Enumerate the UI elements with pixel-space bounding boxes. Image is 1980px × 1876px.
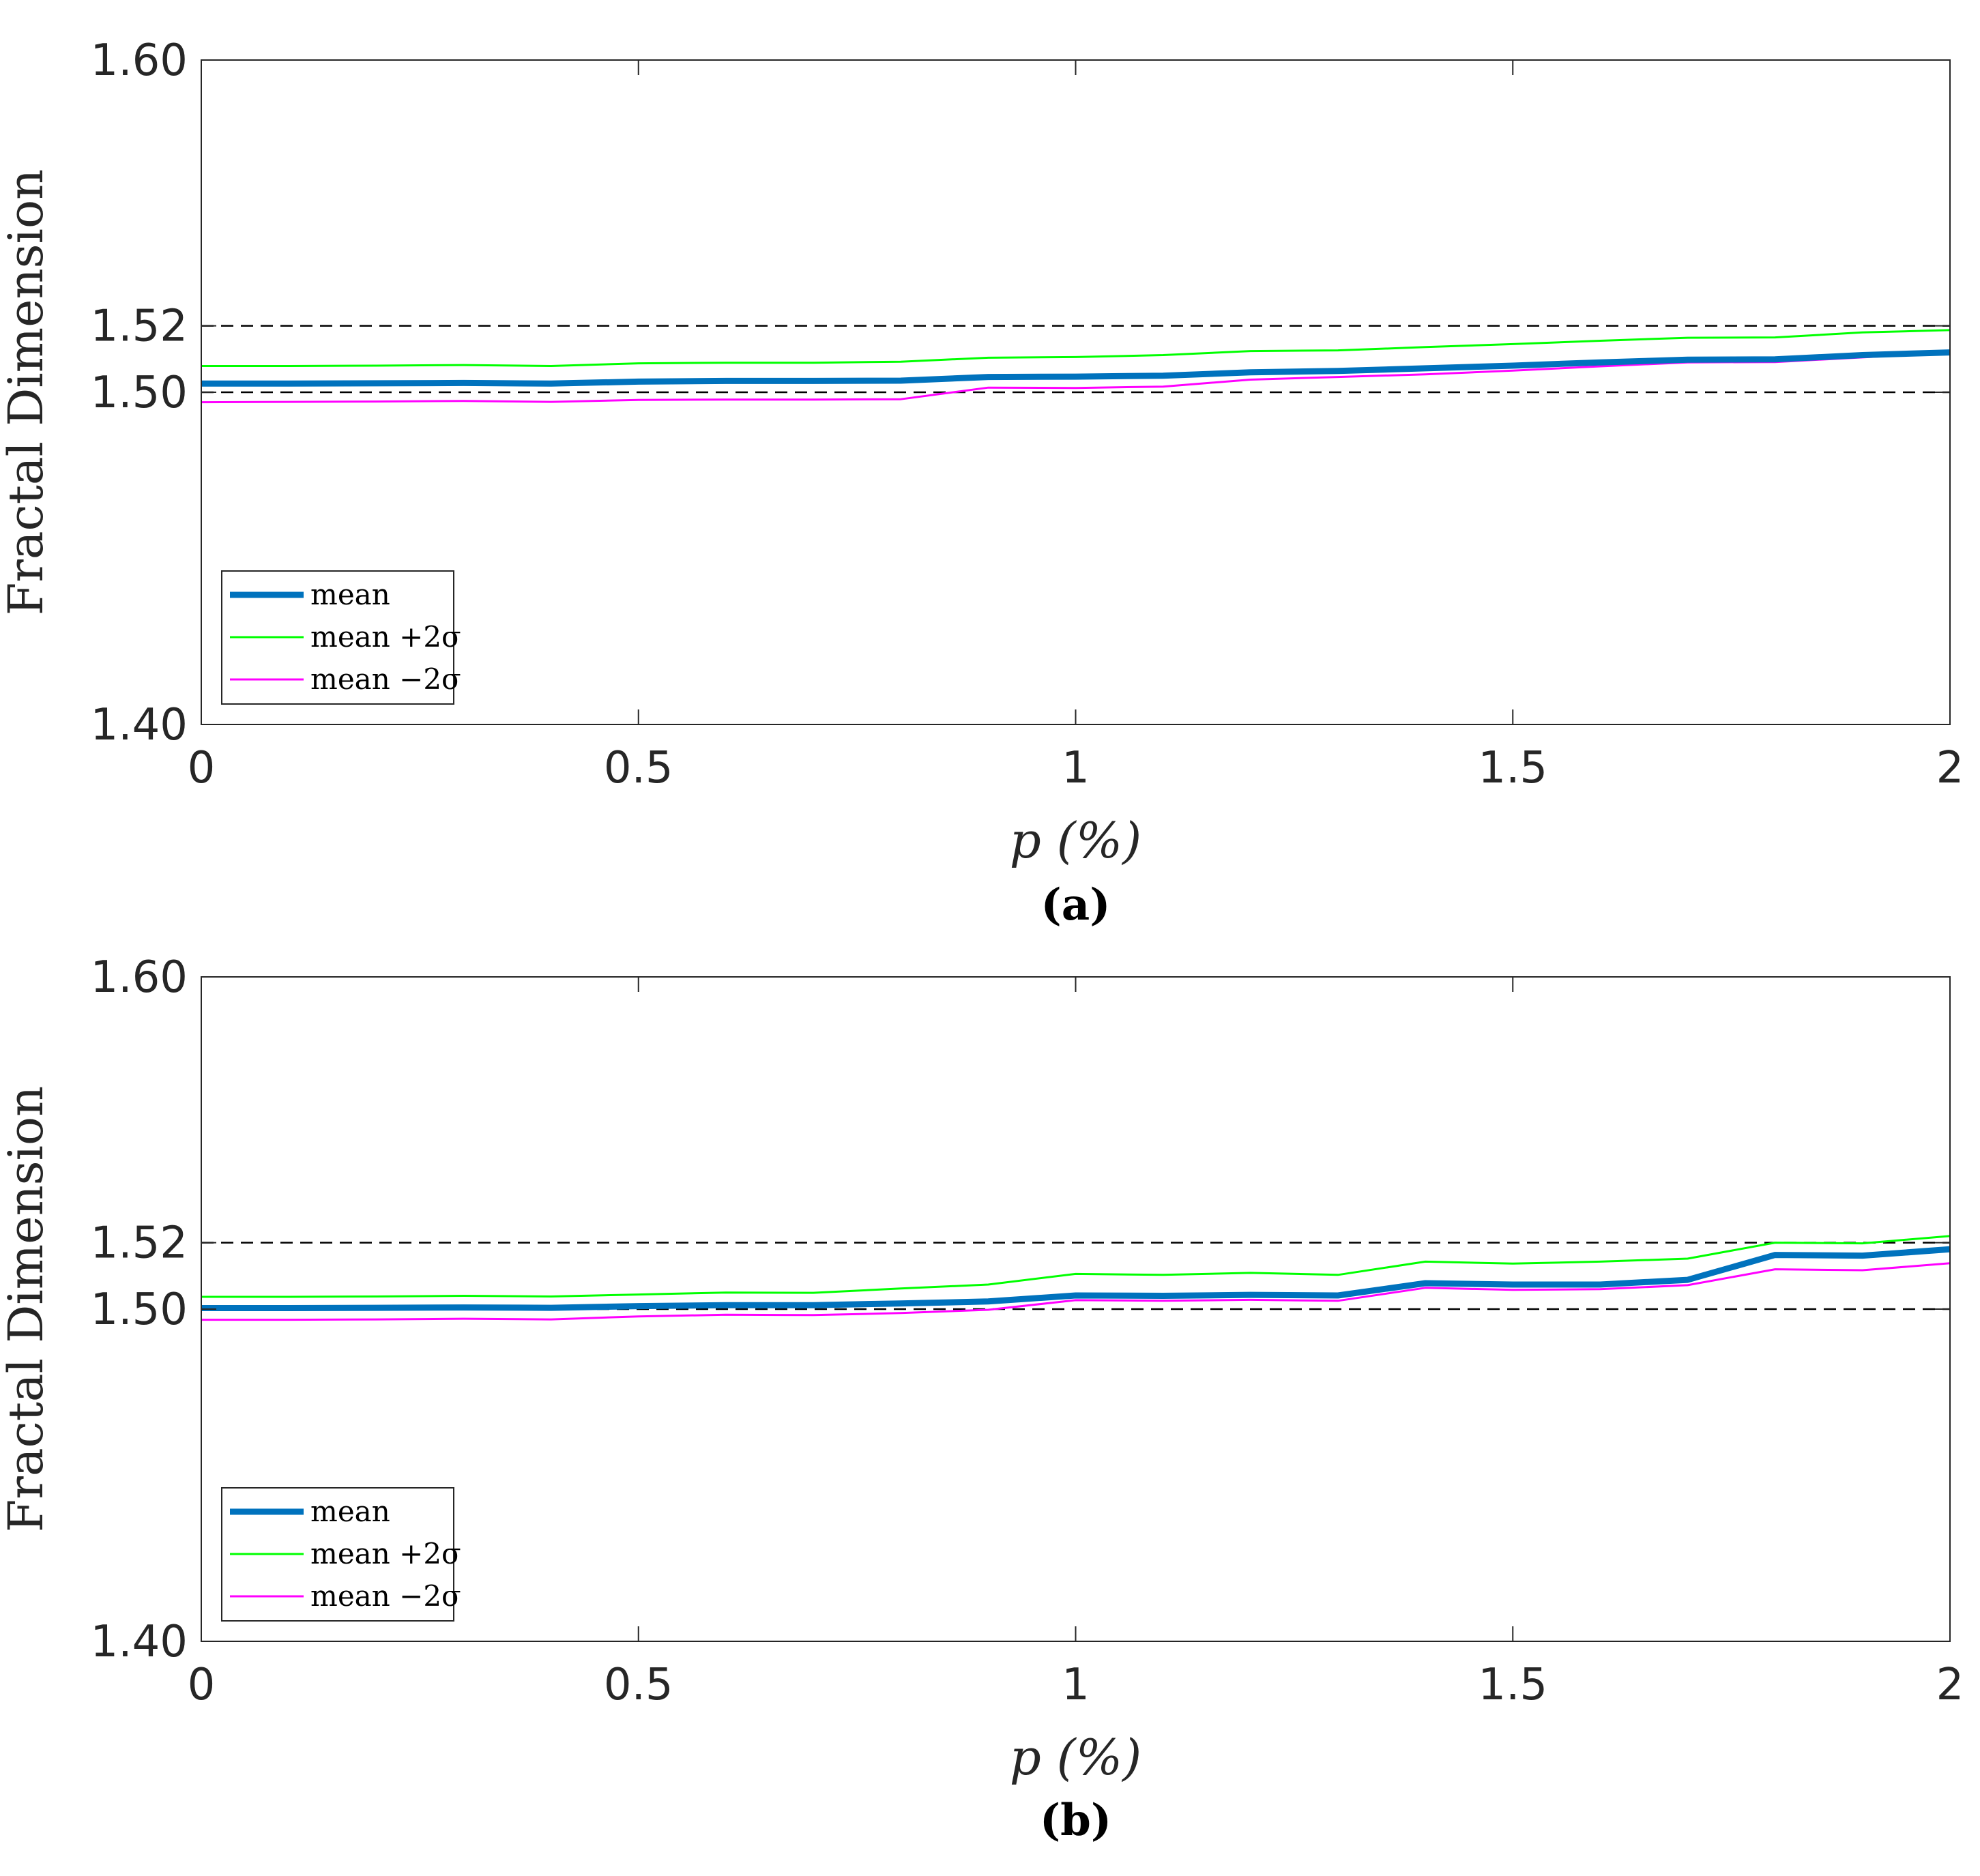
x-tick-label: 2 bbox=[1936, 743, 1964, 793]
legend-label: mean bbox=[310, 578, 390, 611]
legend-label: mean bbox=[310, 1495, 390, 1528]
x-tick-label: 0.5 bbox=[604, 743, 673, 793]
y-tick-label: 1.40 bbox=[91, 700, 188, 750]
series-line-mean-minus-2sigma bbox=[201, 351, 1951, 404]
legend: mean mean +2σ mean −2σ bbox=[221, 570, 461, 705]
series-lines bbox=[201, 1235, 1951, 1321]
y-tick-label: 1.50 bbox=[91, 1285, 188, 1335]
x-tick-label: 0 bbox=[188, 1660, 216, 1710]
legend-label: mean +2σ bbox=[310, 620, 461, 654]
series-line-mean-plus-2sigma bbox=[201, 1235, 1951, 1298]
y-tick-label: 1.40 bbox=[91, 1617, 188, 1667]
x-axis-label: p (%) bbox=[1010, 812, 1142, 869]
series-line-mean bbox=[201, 1246, 1951, 1311]
y-tick-label: 1.60 bbox=[91, 952, 188, 1003]
y-ticks: 1.40 1.50 1.52 1.60 bbox=[91, 952, 1950, 1667]
x-ticks: 0 0.5 1 1.5 2 bbox=[188, 60, 1964, 793]
panel-label: (b) bbox=[1040, 1795, 1111, 1846]
series-lines bbox=[201, 329, 1951, 404]
y-tick-label: 1.52 bbox=[91, 1218, 188, 1269]
x-axis-label: p (%) bbox=[1010, 1729, 1142, 1786]
y-tick-label: 1.60 bbox=[91, 35, 188, 86]
x-tick-label: 1 bbox=[1062, 743, 1090, 793]
x-tick-label: 2 bbox=[1936, 1660, 1964, 1710]
chart-panel-b: 1.401.501.521.60 0 0.5 1 1.5 2 Fractal Dimen… bbox=[0, 952, 1964, 1846]
series-line-mean-minus-2sigma bbox=[201, 1262, 1951, 1321]
x-tick-label: 1.5 bbox=[1478, 1660, 1547, 1710]
x-ticks: 0 0.5 1 1.5 2 bbox=[188, 977, 1964, 1710]
reference-lines bbox=[201, 325, 1950, 394]
legend-label: mean −2σ bbox=[310, 662, 461, 696]
legend-label: mean −2σ bbox=[310, 1579, 461, 1613]
y-tick-label: 1.50 bbox=[91, 368, 188, 418]
x-tick-label: 1.5 bbox=[1478, 743, 1547, 793]
reference-lines bbox=[201, 1242, 1950, 1310]
legend: mean mean +2σ mean −2σ bbox=[221, 1487, 461, 1622]
x-tick-label: 1 bbox=[1062, 1660, 1090, 1710]
series-line-mean bbox=[201, 349, 1951, 387]
x-tick-label: 0.5 bbox=[604, 1660, 673, 1710]
y-axis-label: Fractal Dimension bbox=[0, 1086, 54, 1532]
y-tick-label: 1.52 bbox=[91, 302, 188, 352]
series-line-mean-plus-2sigma bbox=[201, 329, 1951, 367]
panel-label: (a) bbox=[1040, 879, 1110, 930]
x-tick-label: 0 bbox=[188, 743, 216, 793]
legend-label: mean +2σ bbox=[310, 1537, 461, 1570]
y-ticks: 1.40 1.50 1.52 1.60 bbox=[91, 35, 1950, 750]
y-axis-label: Fractal Dimension bbox=[0, 169, 54, 615]
